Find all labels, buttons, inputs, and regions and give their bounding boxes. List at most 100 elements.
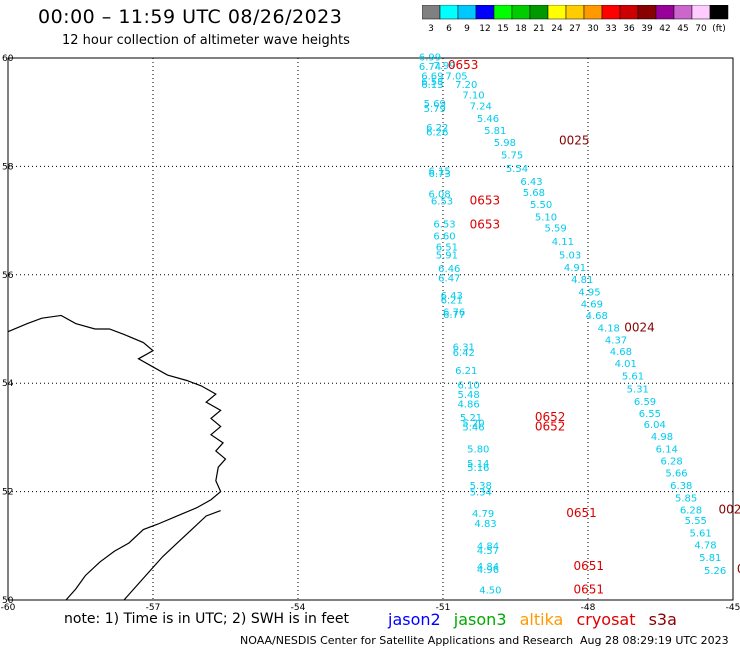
wave-height-label: 5.69 <box>424 99 446 110</box>
wave-height-label: 5.81 <box>699 553 721 564</box>
wave-height-label: 7.05 <box>445 72 467 83</box>
wave-height-label: 6.13 <box>421 80 443 91</box>
pass-time-label: 0651 <box>566 506 597 520</box>
wave-height-label: 5.79 <box>424 104 446 115</box>
color-swatch-label: 9 <box>464 24 470 34</box>
color-swatch-label: 18 <box>515 24 527 34</box>
wave-height-label: 5.75 <box>501 150 523 161</box>
wave-height-label: 5.68 <box>523 188 545 199</box>
wave-height-label: 7.20 <box>455 80 477 91</box>
wave-height-label: 5.46 <box>462 422 484 433</box>
wave-height-label: 6.28 <box>661 457 683 468</box>
color-scale-legend: 3 6 9 12 15 18 21 24 27 30 33 36 39 42 45 70 (ft) <box>422 5 729 34</box>
wave-height-label: 5.03 <box>559 251 581 262</box>
wave-height-label: 5.61 <box>690 529 712 540</box>
color-swatch-label: 27 <box>569 24 580 34</box>
wave-height-label: 4.79 <box>472 509 494 520</box>
lon-tick-label: -45 <box>726 603 740 613</box>
legend-cryosat: cryosat <box>576 610 636 629</box>
wave-height-label: 5.20 <box>462 419 484 430</box>
map-frame <box>7 57 734 601</box>
wave-height-label: 6.22 <box>426 123 448 134</box>
lat-tick-label: 52 <box>2 488 13 498</box>
page-subtitle: 12 hour collection of altimeter wave hei… <box>62 33 350 48</box>
wave-height-label: 6.47 <box>438 273 460 284</box>
wave-height-label: 4.37 <box>605 336 627 347</box>
wave-height-label: 5.55 <box>685 516 707 527</box>
wave-height-label: 7.99 <box>433 61 455 72</box>
coastline-labrador <box>7 314 227 601</box>
color-swatch-label: 42 <box>659 24 670 34</box>
color-swatch-label: 3 <box>428 24 434 34</box>
lon-tick-label: -48 <box>581 603 596 613</box>
wave-height-label: 5.10 <box>535 213 557 224</box>
color-swatch-label: (ft) <box>712 24 726 34</box>
wave-height-label: 4.18 <box>598 324 620 335</box>
wave-height-label: 5.31 <box>627 384 649 395</box>
wave-height-label: 5.14 <box>467 459 489 470</box>
wave-height-label: 6.14 <box>656 445 678 456</box>
wave-height-label: 6.43 <box>520 177 542 188</box>
wave-height-label: 4.68 <box>610 347 632 358</box>
color-swatch-label: 30 <box>587 24 599 34</box>
lon-tick-label: -51 <box>436 603 451 613</box>
pass-time-label: 0653 <box>448 58 479 72</box>
wave-height-label: 4.50 <box>479 585 501 596</box>
pass-time-label: 0652 <box>535 419 566 433</box>
lat-tick-label: 54 <box>2 379 14 389</box>
wave-height-label: 7.24 <box>470 101 492 112</box>
wave-height-label: 4.96 <box>477 565 499 576</box>
wave-height-label: 6.53 <box>431 196 453 207</box>
legend-jason2: jason2 <box>388 610 441 629</box>
wave-height-label: 6.10 <box>458 381 480 392</box>
wave-height-label: 6.38 <box>670 481 692 492</box>
footer-note: note: 1) Time is in UTC; 2) SWH is in fe… <box>64 611 350 627</box>
wave-height-label: 5.81 <box>484 126 506 137</box>
wave-height-label: 6.60 <box>433 232 455 243</box>
wave-height-label: 5.98 <box>494 138 516 149</box>
page-title: 00:00 – 11:59 UTC 08/26/2023 <box>38 6 343 28</box>
wave-height-label: 5.80 <box>467 445 489 456</box>
wave-height-label: 6.43 <box>441 291 463 302</box>
legend-altika: altika <box>519 610 564 629</box>
wave-height-label: 6.69 <box>421 72 443 83</box>
color-swatch-label: 45 <box>677 24 688 34</box>
wave-height-label: 4.98 <box>651 432 673 443</box>
wave-height-label: 6.46 <box>438 264 460 275</box>
wave-height-label: 5.38 <box>470 481 492 492</box>
wave-height-label: 6.58 <box>421 77 443 88</box>
pass-time-label: 0651 <box>574 582 605 596</box>
color-swatch <box>709 5 729 20</box>
legend-jason3: jason3 <box>453 610 507 629</box>
credit-line: NOAA/NESDIS Center for Satellite Applica… <box>240 634 574 647</box>
color-swatch-label: 39 <box>641 24 653 34</box>
wave-height-label: 6.53 <box>433 220 455 231</box>
wave-height-label: 5.46 <box>477 114 499 125</box>
pass-time-label: 0653 <box>470 218 501 232</box>
wave-height-label: 4.01 <box>615 359 637 370</box>
color-swatch-label: 24 <box>551 24 563 34</box>
wave-height-label: 4.95 <box>578 287 600 298</box>
color-swatch-label: 70 <box>695 24 707 34</box>
wave-height-label: 6.26 <box>426 128 448 139</box>
color-swatch-label: 12 <box>479 24 490 34</box>
wave-height-label: 6.76 <box>443 307 465 318</box>
wave-height-label: 4.68 <box>586 311 608 322</box>
wave-height-label: 5.34 <box>470 487 492 498</box>
wave-height-label: 6.28 <box>680 505 702 516</box>
pass-time-label: 0024 <box>624 321 655 335</box>
wave-height-label: 4.57 <box>477 546 499 557</box>
lon-tick-label: -60 <box>1 603 16 613</box>
wave-height-label: 6.21 <box>441 296 463 307</box>
wave-height-label: 5.48 <box>458 390 480 401</box>
wave-height-label: 4.86 <box>458 400 480 411</box>
wave-height-label: 5.21 <box>460 413 482 424</box>
wave-height-label: 4.11 <box>552 237 574 248</box>
color-swatch-label: 33 <box>605 24 616 34</box>
wave-height-label: 5.61 <box>622 371 644 382</box>
wave-height-label: 5.16 <box>467 463 489 474</box>
generated-timestamp: Aug 28 08:29:19 UTC 2023 <box>580 634 729 647</box>
wave-height-label: 4.78 <box>694 541 716 552</box>
legend-s3a: s3a <box>648 610 677 629</box>
wave-height-label: 6.55 <box>639 409 661 420</box>
